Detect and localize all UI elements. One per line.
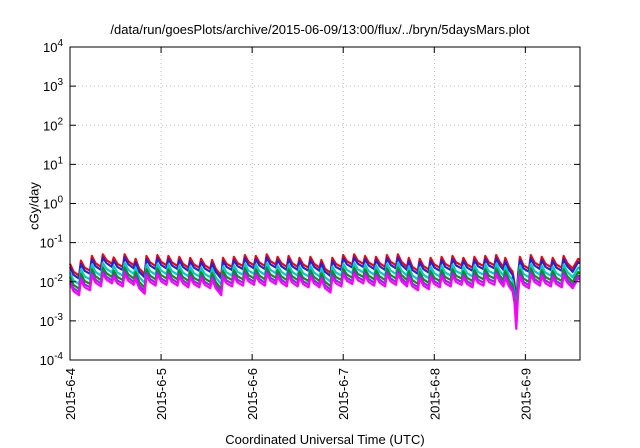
chart-title: /data/run/goesPlots/archive/2015-06-09/1… [110, 22, 530, 37]
y-tick-label: 10-1 [40, 234, 64, 251]
series-line-6 [68, 272, 581, 330]
y-tick-label: 102 [43, 116, 63, 133]
y-tick-label: 10-2 [40, 273, 64, 290]
axis-ticks [69, 46, 580, 361]
x-tick-label: 2015-6-7 [336, 368, 351, 420]
y-tick-label: 10-4 [40, 351, 64, 368]
y-tick-label: 10-3 [40, 312, 64, 329]
x-tick-label: 2015-6-4 [63, 368, 78, 420]
x-axis-label: Coordinated Universal Time (UTC) [225, 432, 425, 447]
x-tick-label: 2015-6-5 [154, 368, 169, 420]
x-tick-label: 2015-6-8 [427, 368, 442, 420]
y-tick-label: 100 [43, 195, 63, 212]
y-tick-labels: 10-4 10-3 10-2 10-1 100 101 102 103 104 [40, 38, 64, 368]
series-layer [68, 253, 581, 330]
y-tick-label: 101 [43, 155, 63, 172]
y-tick-label: 104 [43, 38, 63, 55]
grid-lines [70, 47, 580, 360]
x-tick-labels: 2015-6-4 2015-6-5 2015-6-6 2015-6-7 2015-6-8… [63, 368, 533, 420]
y-tick-label: 103 [43, 77, 63, 94]
x-tick-label: 2015-6-9 [518, 368, 533, 420]
x-tick-label: 2015-6-6 [245, 368, 260, 420]
